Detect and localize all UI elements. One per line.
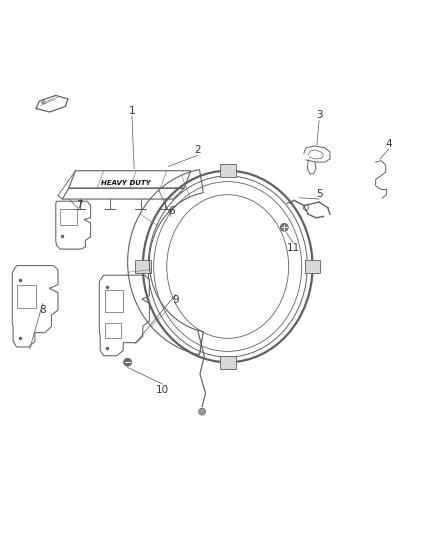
- Text: 11: 11: [286, 243, 300, 253]
- Bar: [105, 290, 123, 312]
- Bar: [105, 323, 121, 338]
- Text: 7: 7: [76, 200, 83, 209]
- Text: 6: 6: [168, 206, 174, 216]
- Text: 4: 4: [385, 139, 392, 149]
- Circle shape: [280, 223, 288, 231]
- Text: 9: 9: [172, 295, 179, 305]
- FancyBboxPatch shape: [220, 164, 236, 177]
- Circle shape: [198, 408, 205, 415]
- Text: 10: 10: [156, 385, 169, 395]
- FancyBboxPatch shape: [135, 260, 151, 273]
- Text: 3: 3: [316, 110, 322, 120]
- Text: 1: 1: [129, 106, 135, 116]
- Text: 8: 8: [39, 304, 46, 314]
- Text: 2: 2: [194, 146, 201, 155]
- Bar: [60, 208, 77, 225]
- Bar: [18, 285, 36, 308]
- Text: HEAVY DUTY: HEAVY DUTY: [101, 180, 150, 185]
- FancyBboxPatch shape: [220, 356, 236, 369]
- Text: 5: 5: [316, 189, 322, 199]
- Circle shape: [124, 358, 131, 366]
- FancyBboxPatch shape: [305, 260, 321, 273]
